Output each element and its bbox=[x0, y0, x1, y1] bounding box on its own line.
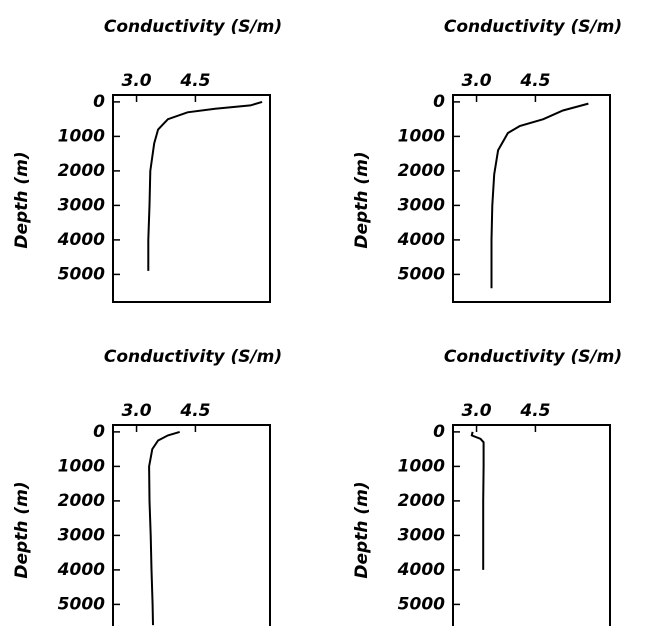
y-tick-label: 4000 bbox=[57, 560, 105, 580]
profile-line bbox=[148, 430, 180, 626]
x-tick-label: 4.5 bbox=[519, 401, 550, 421]
x-axis-title: Conductivity (S/m) bbox=[104, 347, 282, 367]
y-axis-title: Depth (m) bbox=[352, 481, 372, 578]
plot-frame bbox=[112, 94, 271, 303]
y-tick-label: 5000 bbox=[58, 594, 105, 614]
x-axis-title: Conductivity (S/m) bbox=[444, 347, 622, 367]
y-tick-label: 0 bbox=[433, 422, 445, 442]
y-tick-label: 4000 bbox=[57, 230, 105, 250]
y-tick-label: 3000 bbox=[398, 195, 445, 215]
y-tick-label: 0 bbox=[433, 92, 445, 112]
x-tick-label: 4.5 bbox=[179, 401, 210, 421]
plot-frame bbox=[112, 424, 271, 626]
profile-line bbox=[490, 102, 589, 289]
y-tick-label: 1000 bbox=[398, 126, 445, 146]
x-tick-label: 4.5 bbox=[519, 71, 550, 91]
y-tick-label: 5000 bbox=[58, 264, 105, 284]
x-tick-label: 4.5 bbox=[179, 71, 210, 91]
profile-line bbox=[470, 431, 485, 570]
y-tick-label: 2000 bbox=[58, 491, 105, 511]
x-tick-label: 3.0 bbox=[121, 71, 151, 91]
y-tick-label: 5000 bbox=[398, 264, 445, 284]
y-tick-label: 1000 bbox=[398, 456, 445, 476]
x-axis-title: Conductivity (S/m) bbox=[444, 17, 622, 37]
y-tick-label: 2000 bbox=[398, 161, 445, 181]
x-tick-label: 3.0 bbox=[461, 71, 491, 91]
y-tick-label: 4000 bbox=[397, 230, 445, 250]
x-axis-title: Conductivity (S/m) bbox=[104, 17, 282, 37]
y-axis-title: Depth (m) bbox=[12, 151, 32, 248]
y-tick-label: 3000 bbox=[58, 525, 105, 545]
y-tick-label: 3000 bbox=[58, 195, 105, 215]
y-tick-label: 4000 bbox=[397, 560, 445, 580]
y-tick-label: 3000 bbox=[398, 525, 445, 545]
x-tick-label: 3.0 bbox=[121, 401, 151, 421]
plot-frame bbox=[452, 424, 611, 626]
y-tick-label: 2000 bbox=[58, 161, 105, 181]
y-tick-label: 5000 bbox=[398, 594, 445, 614]
y-axis-title: Depth (m) bbox=[12, 481, 32, 578]
profile-line bbox=[147, 100, 263, 271]
y-tick-label: 1000 bbox=[58, 456, 105, 476]
y-tick-label: 0 bbox=[93, 92, 105, 112]
y-tick-label: 2000 bbox=[398, 491, 445, 511]
y-axis-title: Depth (m) bbox=[352, 151, 372, 248]
plot-frame bbox=[452, 94, 611, 303]
y-tick-label: 0 bbox=[93, 422, 105, 442]
x-tick-label: 3.0 bbox=[461, 401, 491, 421]
y-tick-label: 1000 bbox=[58, 126, 105, 146]
